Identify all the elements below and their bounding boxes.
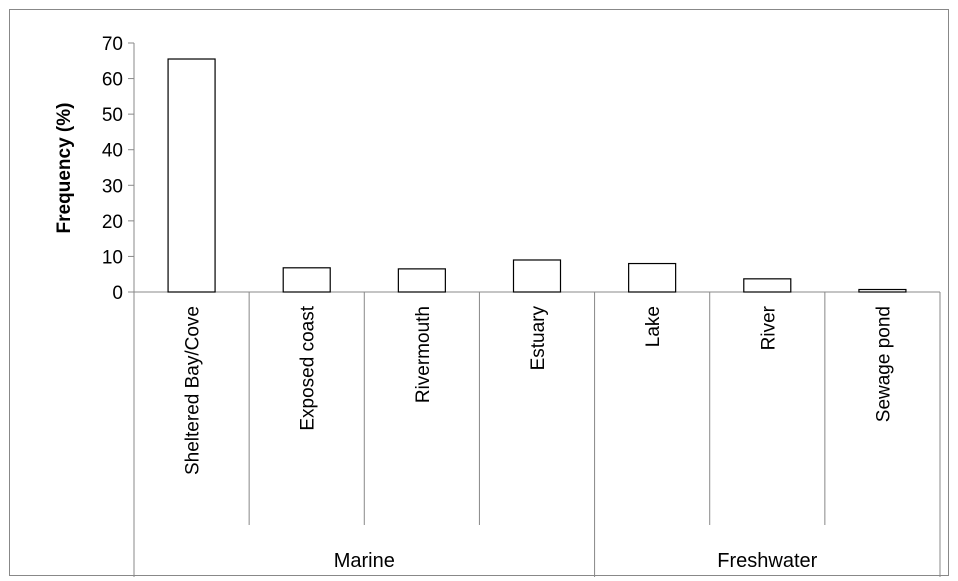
category-label: Sheltered Bay/Cove — [183, 306, 204, 475]
category-label: River — [758, 305, 779, 350]
bar — [858, 288, 907, 293]
y-tick-label: 10 — [102, 247, 123, 268]
axes — [133, 43, 941, 577]
y-tick-label: 0 — [112, 283, 123, 304]
category-label: Lake — [643, 306, 664, 347]
y-tick-label: 70 — [102, 34, 123, 55]
bar — [167, 58, 216, 293]
y-tick-label: 60 — [102, 70, 123, 91]
bar — [282, 267, 331, 293]
y-tick-label: 40 — [102, 141, 123, 162]
category-label: Sewage pond — [873, 306, 894, 422]
category-labels: Sheltered Bay/Cove Exposed coast Rivermout… — [183, 305, 895, 475]
y-tick-label: 20 — [102, 212, 123, 233]
y-tick-label: 50 — [102, 105, 123, 126]
category-label: Rivermouth — [413, 306, 434, 403]
group-label: Freshwater — [717, 550, 817, 572]
y-tick-label: 30 — [102, 176, 123, 197]
y-ticks: 0 10 20 30 40 50 60 70 — [102, 34, 134, 304]
bar — [512, 259, 562, 293]
bars — [167, 58, 907, 293]
group-labels: Marine Freshwater — [334, 550, 818, 572]
bar — [628, 262, 677, 293]
category-label: Exposed coast — [298, 305, 319, 430]
category-label: Estuary — [528, 306, 549, 371]
y-axis-label: Frequency (%) — [54, 103, 75, 234]
bar — [743, 278, 792, 293]
group-label: Marine — [334, 550, 395, 572]
bar — [397, 268, 446, 293]
